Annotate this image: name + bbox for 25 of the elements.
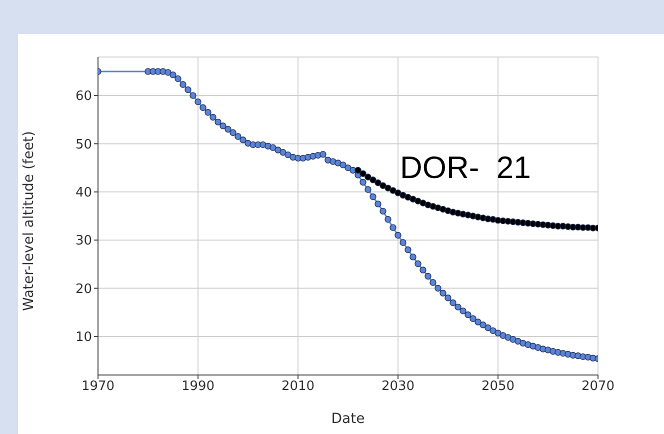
y-tick-label: 20 bbox=[75, 282, 92, 297]
point bbox=[390, 187, 396, 194]
point bbox=[360, 170, 366, 177]
x-tick-label: 2030 bbox=[381, 379, 415, 394]
point bbox=[370, 176, 376, 184]
point bbox=[380, 182, 386, 189]
y-tick-label: 50 bbox=[75, 137, 92, 152]
point bbox=[374, 179, 382, 186]
x-tick-label: 1970 bbox=[81, 379, 115, 394]
point bbox=[364, 174, 372, 180]
point bbox=[394, 190, 402, 196]
x-tick-label: 2070 bbox=[581, 379, 615, 394]
point bbox=[354, 166, 362, 174]
annotation: DOR- 21 bbox=[400, 150, 531, 186]
x-tick-label: 2010 bbox=[281, 379, 315, 394]
y-tick-label: 40 bbox=[75, 186, 92, 201]
y-tick-label: 30 bbox=[75, 234, 92, 249]
y-axis-title: Water-level altitude (feet) bbox=[20, 130, 37, 311]
y-tick-label: 60 bbox=[75, 89, 92, 104]
x-tick-label: 1990 bbox=[181, 379, 215, 394]
point bbox=[384, 184, 392, 192]
y-tick-label: 10 bbox=[75, 330, 92, 346]
x-tick-label: 2050 bbox=[481, 379, 515, 394]
x-axis-title: Date bbox=[331, 411, 365, 427]
point bbox=[420, 200, 426, 206]
